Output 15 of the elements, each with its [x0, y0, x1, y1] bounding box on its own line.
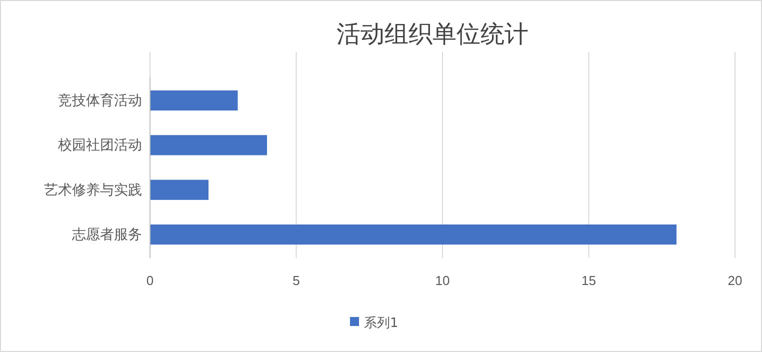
y-tick-label: 志愿者服务 [72, 226, 142, 242]
bar [150, 224, 676, 245]
x-tick-label: 5 [292, 273, 300, 288]
y-tick-label: 竞技体育活动 [58, 92, 142, 108]
y-tick-label: 艺术修养与实践 [44, 181, 142, 198]
bar [150, 135, 267, 156]
chart-title: 活动组织单位统计 [336, 20, 528, 48]
x-tick-label: 15 [582, 273, 596, 288]
x-tick-label: 20 [728, 273, 742, 288]
x-tick-label: 10 [435, 273, 450, 288]
x-tick-label: 0 [146, 273, 154, 288]
legend-label: 系列1 [364, 316, 398, 331]
bar [150, 90, 238, 111]
bar [150, 180, 208, 200]
y-tick-label: 校园社团活动 [57, 136, 142, 153]
